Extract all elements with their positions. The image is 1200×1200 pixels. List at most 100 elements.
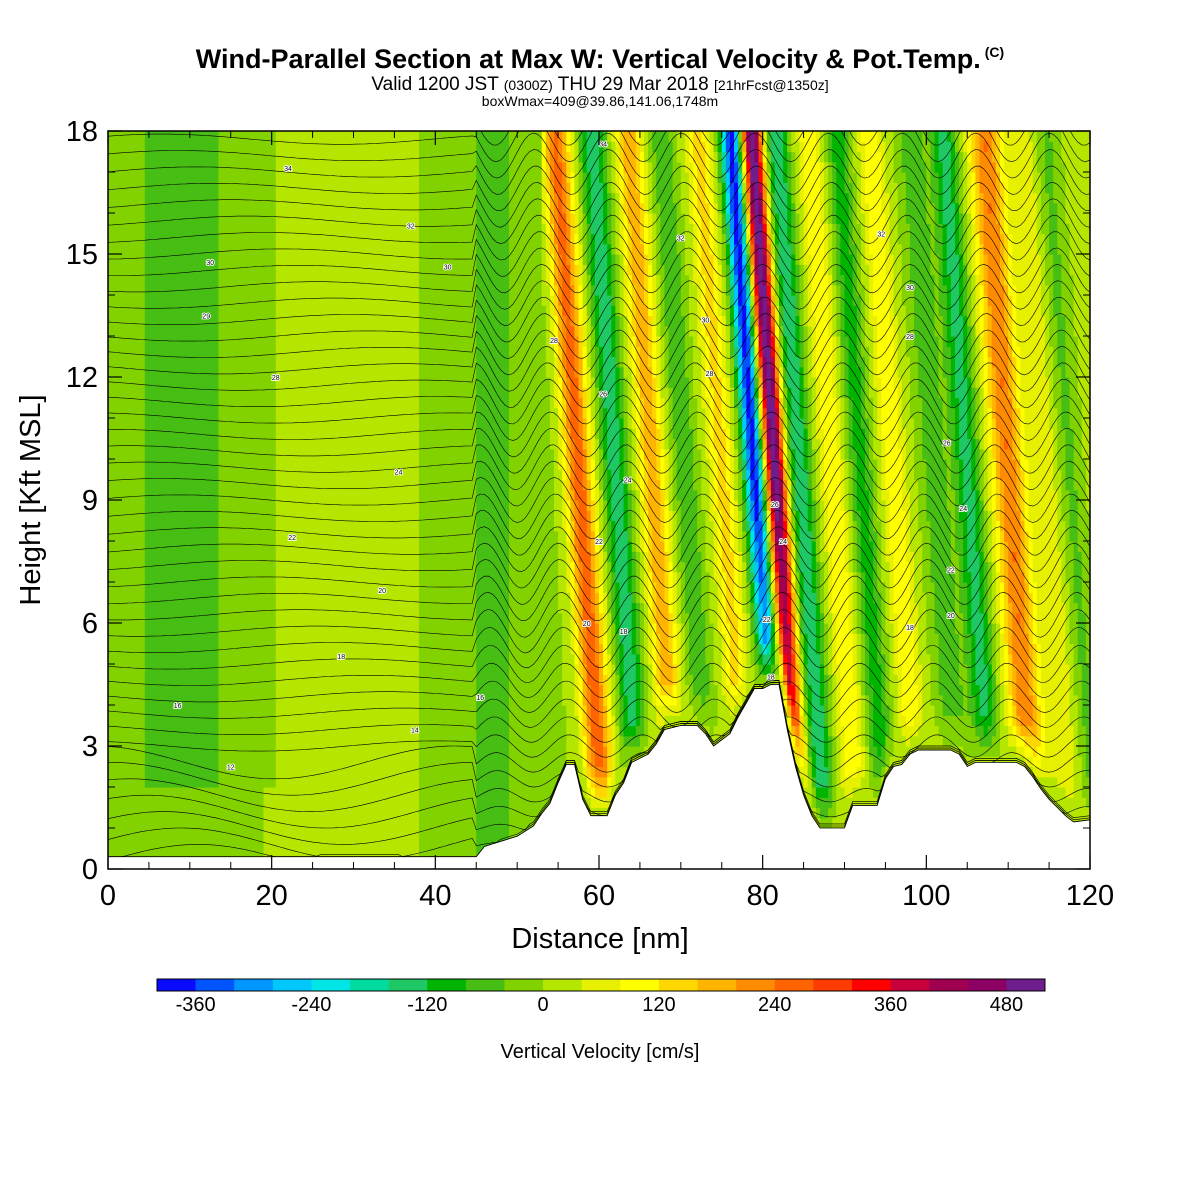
velocity-cell <box>308 735 314 747</box>
velocity-cell <box>169 377 175 388</box>
velocity-cell <box>161 571 166 583</box>
velocity-cell <box>328 233 334 245</box>
velocity-cell <box>353 479 359 491</box>
velocity-cell <box>271 172 277 183</box>
velocity-cell <box>116 561 121 573</box>
velocity-cell <box>308 500 314 511</box>
velocity-cell <box>210 602 215 614</box>
velocity-cell <box>206 571 211 583</box>
velocity-cell <box>349 766 355 778</box>
velocity-cell <box>148 469 154 481</box>
velocity-cell <box>365 469 371 481</box>
velocity-cell <box>333 510 338 522</box>
velocity-cell <box>312 838 318 850</box>
velocity-cell <box>275 438 281 450</box>
velocity-cell <box>148 315 154 327</box>
velocity-cell <box>193 469 199 481</box>
velocity-cell <box>116 346 121 358</box>
velocity-cell <box>251 305 256 317</box>
velocity-cell <box>108 500 113 511</box>
velocity-cell <box>263 848 269 860</box>
velocity-cell <box>263 131 269 142</box>
velocity-cell <box>226 530 232 542</box>
velocity-cell <box>324 766 330 778</box>
velocity-cell <box>308 479 314 491</box>
velocity-cell <box>373 274 379 286</box>
velocity-cell <box>304 377 310 388</box>
velocity-cell <box>292 817 297 829</box>
velocity-cell <box>324 479 330 491</box>
velocity-cell <box>144 254 150 265</box>
velocity-cell <box>193 213 199 224</box>
velocity-cell <box>247 366 252 378</box>
velocity-cell <box>263 705 269 716</box>
velocity-cell <box>132 141 138 153</box>
velocity-cell <box>243 459 248 470</box>
velocity-cell <box>324 623 330 634</box>
velocity-cell <box>382 192 387 204</box>
velocity-cell <box>263 541 269 552</box>
velocity-cell <box>124 325 130 337</box>
velocity-cell <box>226 151 232 163</box>
velocity-cell <box>308 131 314 142</box>
velocity-cell <box>238 797 244 809</box>
velocity-cell <box>218 407 224 419</box>
velocity-cell <box>230 284 236 296</box>
velocity-cell <box>378 161 383 173</box>
velocity-cell <box>292 746 297 757</box>
velocity-cell <box>181 674 187 686</box>
velocity-cell <box>382 571 387 583</box>
plot-area: 3432303029282422201816161412283432302826… <box>108 131 1090 869</box>
velocity-cell <box>157 407 162 419</box>
velocity-cell <box>226 223 232 235</box>
velocity-cell <box>120 694 125 706</box>
velocity-cell <box>328 336 334 347</box>
velocity-cell <box>148 141 154 153</box>
velocity-cell <box>210 377 215 388</box>
velocity-cell <box>308 305 314 317</box>
velocity-cell <box>378 192 383 204</box>
velocity-cell <box>378 418 383 429</box>
velocity-cell <box>373 633 379 645</box>
velocity-cell <box>292 202 297 214</box>
velocity-cell <box>304 674 310 686</box>
velocity-cell <box>369 418 375 429</box>
velocity-cell <box>189 756 195 768</box>
velocity-cell <box>153 284 158 296</box>
velocity-cell <box>341 387 346 399</box>
velocity-cell <box>222 141 228 153</box>
velocity-cell <box>382 664 387 675</box>
velocity-cell <box>288 213 293 224</box>
velocity-cell <box>386 694 391 706</box>
velocity-cell <box>382 612 387 624</box>
velocity-cell <box>349 705 355 716</box>
velocity-cell <box>320 510 326 522</box>
velocity-cell <box>181 182 187 194</box>
velocity-cell <box>378 315 383 327</box>
velocity-cell <box>271 530 277 542</box>
velocity-cell <box>132 520 138 532</box>
velocity-cell <box>378 694 383 706</box>
velocity-cell <box>165 428 170 440</box>
velocity-cell <box>120 161 125 173</box>
velocity-cell <box>373 684 379 696</box>
velocity-cell <box>177 602 183 614</box>
velocity-cell <box>148 643 154 655</box>
velocity-cell <box>312 448 318 460</box>
velocity-cell <box>120 848 125 860</box>
velocity-cell <box>337 817 342 829</box>
velocity-cell <box>312 418 318 429</box>
velocity-cell <box>157 479 162 491</box>
velocity-cell <box>341 366 346 378</box>
velocity-cell <box>128 141 134 153</box>
velocity-cell <box>112 561 117 573</box>
velocity-cell <box>341 500 346 511</box>
velocity-cell <box>161 828 166 839</box>
velocity-cell <box>357 151 363 163</box>
velocity-cell <box>128 838 134 850</box>
velocity-cell <box>202 305 207 317</box>
velocity-cell <box>238 243 244 255</box>
velocity-cell <box>345 510 351 522</box>
velocity-cell <box>181 838 187 850</box>
velocity-cell <box>341 674 346 686</box>
